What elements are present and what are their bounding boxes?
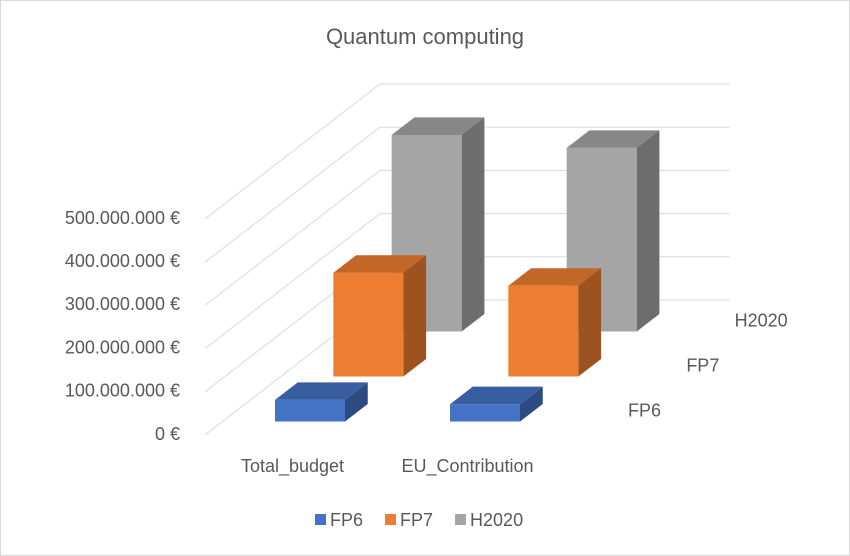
y-tick-label: 400.000.000 €	[65, 251, 180, 271]
bar	[333, 255, 427, 377]
y-tick-label: 300.000.000 €	[65, 294, 180, 314]
bar-top	[333, 255, 427, 273]
bar-top	[450, 386, 543, 405]
depth-label: FP7	[686, 355, 719, 375]
bar-front	[508, 285, 579, 377]
legend-swatch	[385, 514, 397, 525]
grid-line	[204, 83, 730, 220]
depth-label: FP6	[628, 400, 661, 420]
bar-side	[345, 382, 368, 422]
bar	[508, 268, 602, 377]
legend-label: FP6	[330, 510, 363, 530]
bar-front	[333, 272, 404, 377]
legend-label: FP7	[400, 510, 433, 530]
chart-title: Quantum computing	[326, 24, 524, 49]
bar-top	[566, 130, 660, 148]
bar-side	[520, 386, 543, 422]
bar-side	[461, 117, 485, 332]
legend-swatch	[315, 514, 326, 525]
bar-top	[391, 117, 485, 135]
y-tick-label: 0 €	[155, 424, 180, 444]
legend-swatch	[455, 514, 467, 525]
grid-line	[204, 126, 730, 263]
y-tick-label: 500.000.000 €	[65, 208, 180, 228]
bar-top	[508, 268, 602, 286]
bar-side	[636, 130, 660, 332]
bar	[391, 117, 485, 332]
y-tick-label: 100.000.000 €	[65, 381, 180, 401]
x-tick-label: Total_budget	[241, 456, 344, 477]
y-tick-label: 200.000.000 €	[65, 337, 180, 357]
bar	[275, 382, 368, 422]
bar	[566, 130, 660, 332]
legend-label: H2020	[470, 510, 523, 530]
bar-front	[275, 399, 345, 422]
depth-label: H2020	[735, 310, 788, 330]
x-tick-label: EU_Contribution	[401, 456, 533, 477]
bar-top	[275, 382, 368, 400]
bar-side	[578, 268, 602, 377]
bar	[450, 386, 543, 422]
bar-side	[403, 255, 427, 377]
bar-front	[450, 404, 520, 422]
